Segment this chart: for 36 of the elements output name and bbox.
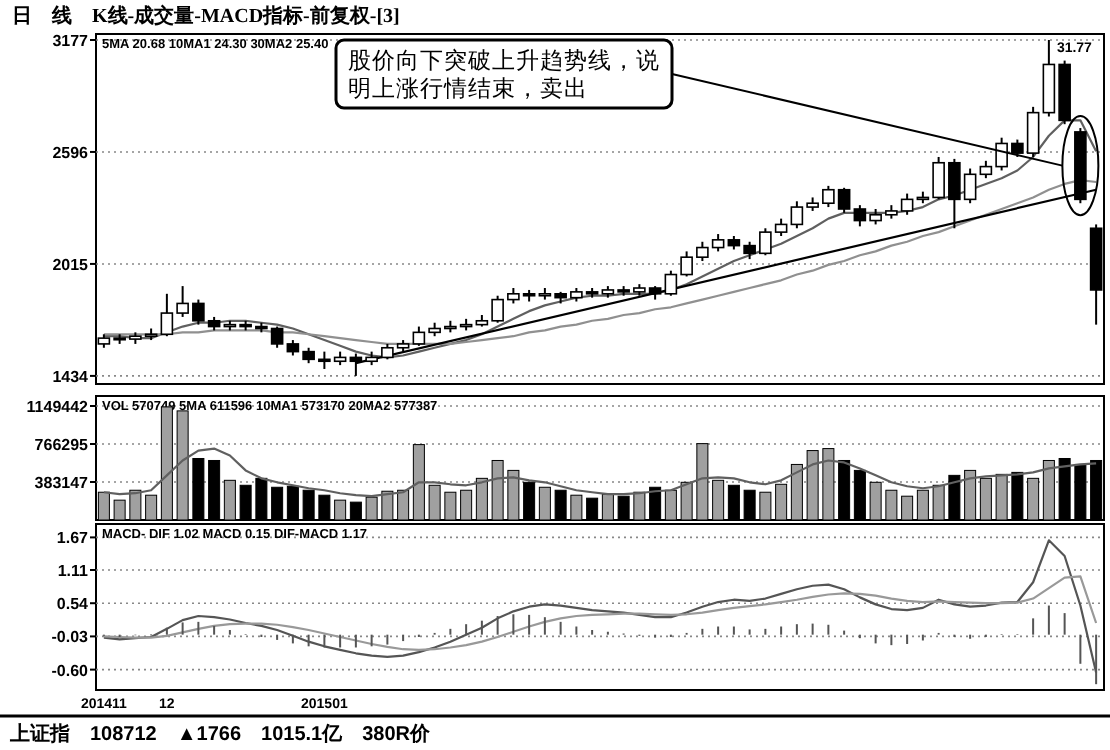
candlestick	[900, 192, 914, 216]
candlestick	[759, 227, 772, 257]
y-tick-label: 1.11	[57, 562, 90, 581]
text: 上证指 108712 ▲1766 1015.1亿 380R价	[8, 722, 433, 746]
y-tick-label: 3177	[52, 31, 90, 50]
candlestick	[491, 294, 504, 324]
candlestick	[680, 250, 693, 278]
candlestick	[270, 325, 284, 349]
candlestick	[790, 200, 804, 230]
candlestick	[192, 298, 205, 326]
candlestick	[696, 240, 709, 263]
candlestick	[412, 325, 426, 347]
y-tick-label: 2596	[52, 143, 90, 162]
candlestick	[963, 167, 977, 205]
candlestick	[995, 136, 1008, 172]
candlestick	[349, 352, 363, 377]
y-tick-label: 1434	[52, 367, 90, 386]
y-tick-label: 0.54	[56, 595, 90, 614]
candlestick	[932, 155, 945, 201]
chart-title: 日 线 K线-成交量-MACD指标-前复权-[3]	[12, 4, 400, 28]
candlestick	[822, 184, 835, 209]
y-tick-label: -0.03	[51, 628, 90, 647]
candlestick	[853, 204, 867, 228]
candlestick	[176, 285, 189, 318]
candlestick	[664, 269, 678, 297]
y-tick-label: 383147	[34, 473, 90, 492]
candlestick	[160, 292, 174, 338]
y-tick-label: -0.60	[51, 661, 90, 680]
y-tick-label: 1149442	[26, 397, 90, 416]
y-tick-label: 2015	[52, 255, 90, 274]
y-tick-label: 1.67	[56, 529, 90, 548]
annotation: 股价向下突破上升趋势线，说明上涨行情结束，卖出	[348, 46, 660, 102]
y-tick-label: 766295	[34, 435, 90, 454]
candlestick	[837, 186, 851, 214]
candlestick	[948, 157, 961, 230]
candlestick	[1026, 105, 1040, 158]
